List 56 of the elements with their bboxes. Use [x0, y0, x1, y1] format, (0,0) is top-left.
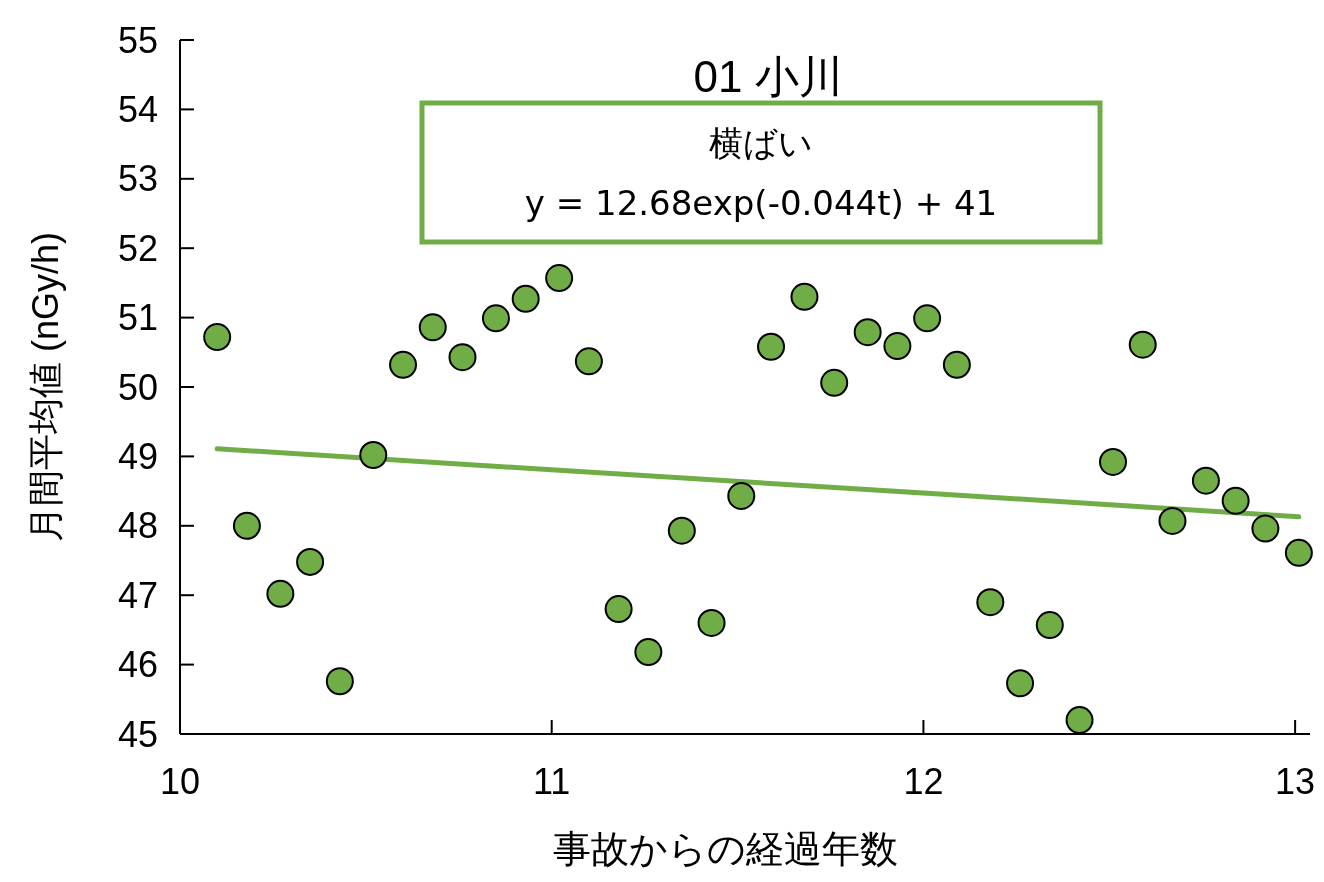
point [296, 547, 325, 576]
point [1128, 330, 1157, 359]
point [1065, 706, 1094, 735]
y-tick-label: 46 [117, 644, 158, 686]
y-tick-label: 51 [117, 297, 158, 339]
point [942, 350, 971, 379]
x-tick-label: 11 [533, 761, 571, 802]
point [574, 347, 603, 376]
point [820, 368, 849, 397]
x-axis-title: 事故からの経過年数 [552, 828, 898, 870]
point [1158, 506, 1187, 535]
point [913, 304, 942, 333]
point [883, 332, 912, 361]
point [697, 608, 726, 637]
point [790, 282, 819, 311]
y-axis-title: 月間平均値 (nGy/h) [25, 231, 66, 543]
x-tick-label: 10 [159, 761, 201, 802]
y-tick-label: 48 [117, 505, 158, 547]
y-tick-label: 50 [117, 366, 158, 408]
y-tick-label: 53 [117, 158, 158, 200]
point [325, 667, 354, 696]
point [203, 323, 232, 352]
y-tick-label: 49 [117, 435, 158, 477]
chart-title: 01 小川 [693, 52, 843, 101]
point [1191, 466, 1220, 495]
point [634, 638, 663, 667]
point [359, 441, 388, 470]
point [481, 304, 510, 333]
point [1035, 611, 1064, 640]
point [727, 481, 756, 510]
annotation: y = 12.68exp(-0.044t) + 41 [524, 183, 998, 223]
x-tick-label: 13 [1275, 761, 1316, 802]
point [389, 350, 418, 379]
point [757, 332, 786, 361]
y-tick-label: 47 [117, 574, 158, 616]
point [418, 313, 447, 342]
point [1006, 669, 1035, 698]
y-tick-label: 52 [117, 227, 158, 269]
x-tick-label: 12 [903, 761, 944, 802]
point [667, 516, 696, 545]
point [1251, 514, 1280, 543]
point [853, 318, 882, 347]
point [232, 511, 261, 540]
y-tick-label: 54 [117, 88, 158, 130]
point [976, 588, 1005, 617]
point [1098, 447, 1127, 476]
y-tick-label: 55 [117, 19, 158, 61]
point [1221, 486, 1250, 515]
point [1284, 538, 1313, 567]
point [266, 579, 295, 608]
point [604, 595, 633, 624]
y-tick-label: 45 [117, 713, 158, 755]
point [545, 264, 574, 293]
point [448, 343, 477, 372]
point [511, 284, 540, 313]
annotation: 横ばい [709, 123, 813, 163]
